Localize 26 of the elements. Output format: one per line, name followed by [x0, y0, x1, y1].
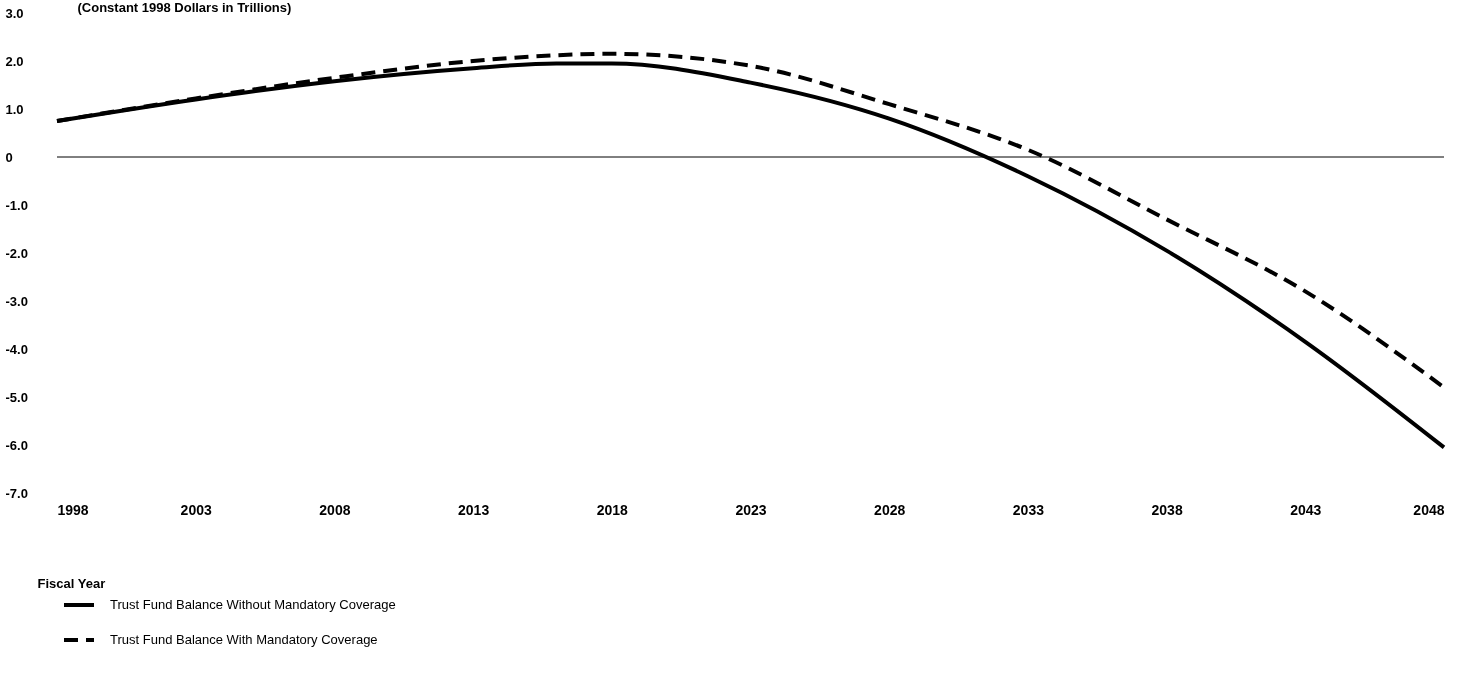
y-tick-label: -5.0 — [5, 389, 28, 405]
y-tick-label: -4.0 — [5, 341, 28, 357]
x-tick-label: 2008 — [319, 501, 351, 518]
x-tick-label: 2043 — [1290, 501, 1322, 518]
y-tick-label: -7.0 — [5, 485, 28, 501]
x-tick-label: 2028 — [874, 501, 906, 518]
y-tick-label: -3.0 — [5, 293, 28, 309]
y-tick-label: -1.0 — [5, 197, 28, 213]
x-tick-label: 2048 — [1413, 501, 1445, 518]
y-tick-label: -6.0 — [5, 437, 28, 453]
y-tick-label: 1.0 — [5, 101, 24, 117]
x-tick-label: 2003 — [180, 501, 212, 518]
x-tick-label: 2023 — [735, 501, 767, 518]
y-axis-title: (Constant 1998 Dollars in Trillions) — [77, 0, 292, 15]
legend-label: Trust Fund Balance Without Mandatory Coverage — [110, 597, 396, 612]
x-tick-label: 2038 — [1151, 501, 1183, 518]
x-tick-label: 1998 — [57, 501, 89, 518]
legend-label: Trust Fund Balance With Mandatory Coverage — [110, 632, 378, 647]
x-tick-label: 2018 — [596, 501, 629, 518]
y-tick-label: 3.0 — [5, 5, 24, 21]
x-axis-title: Fiscal Year — [37, 575, 106, 591]
y-tick-label: 0 — [5, 149, 13, 165]
x-tick-label: 2033 — [1012, 501, 1045, 518]
y-tick-label: 2.0 — [5, 53, 24, 69]
x-tick-label: 2013 — [458, 501, 490, 518]
y-tick-label: -2.0 — [5, 245, 28, 261]
